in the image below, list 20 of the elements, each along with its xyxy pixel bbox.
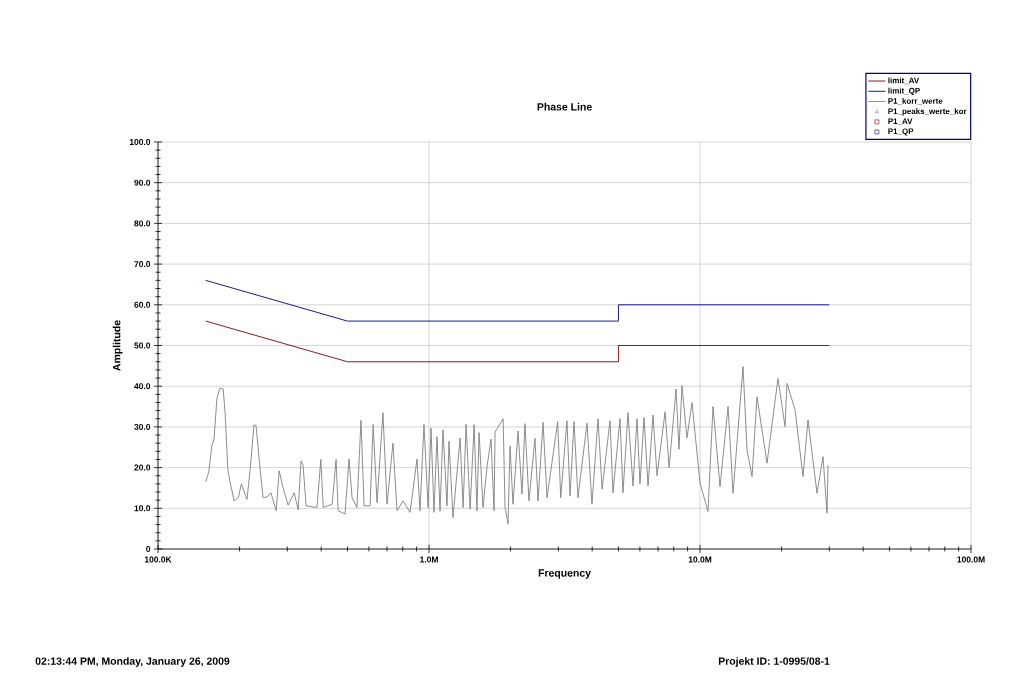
y-tick-label: 50.0 bbox=[134, 342, 151, 349]
y-tick-label: 30.0 bbox=[134, 423, 151, 430]
chart-title: Phase Line bbox=[537, 102, 592, 111]
y-tick-label: 40.0 bbox=[134, 383, 151, 390]
x-tick-label: 10.0M bbox=[688, 556, 712, 563]
y-tick-label: 90.0 bbox=[134, 179, 151, 186]
y-tick-label: 0 bbox=[146, 546, 151, 552]
text: 02:13:44 PM, Monday, January 26, 2009 bbox=[35, 657, 230, 667]
x-tick-label: 1.0M bbox=[420, 556, 438, 563]
x-tick-label: 100.0K bbox=[144, 556, 172, 563]
x-tick-label: 100.0M bbox=[957, 556, 985, 563]
y-tick-label: 70.0 bbox=[134, 261, 151, 268]
y-tick-label: 10.0 bbox=[134, 505, 151, 512]
y-tick-label: 60.0 bbox=[134, 301, 151, 308]
y-tick-label: 20.0 bbox=[134, 464, 151, 471]
text: Projekt ID: 1-0995/08-1 bbox=[718, 657, 830, 667]
x-axis-title: Frequency bbox=[538, 569, 591, 579]
y-axis-title: Amplitude bbox=[112, 320, 123, 371]
y-tick-label: 100.0 bbox=[129, 139, 151, 145]
y-tick-label: 80.0 bbox=[134, 220, 151, 227]
